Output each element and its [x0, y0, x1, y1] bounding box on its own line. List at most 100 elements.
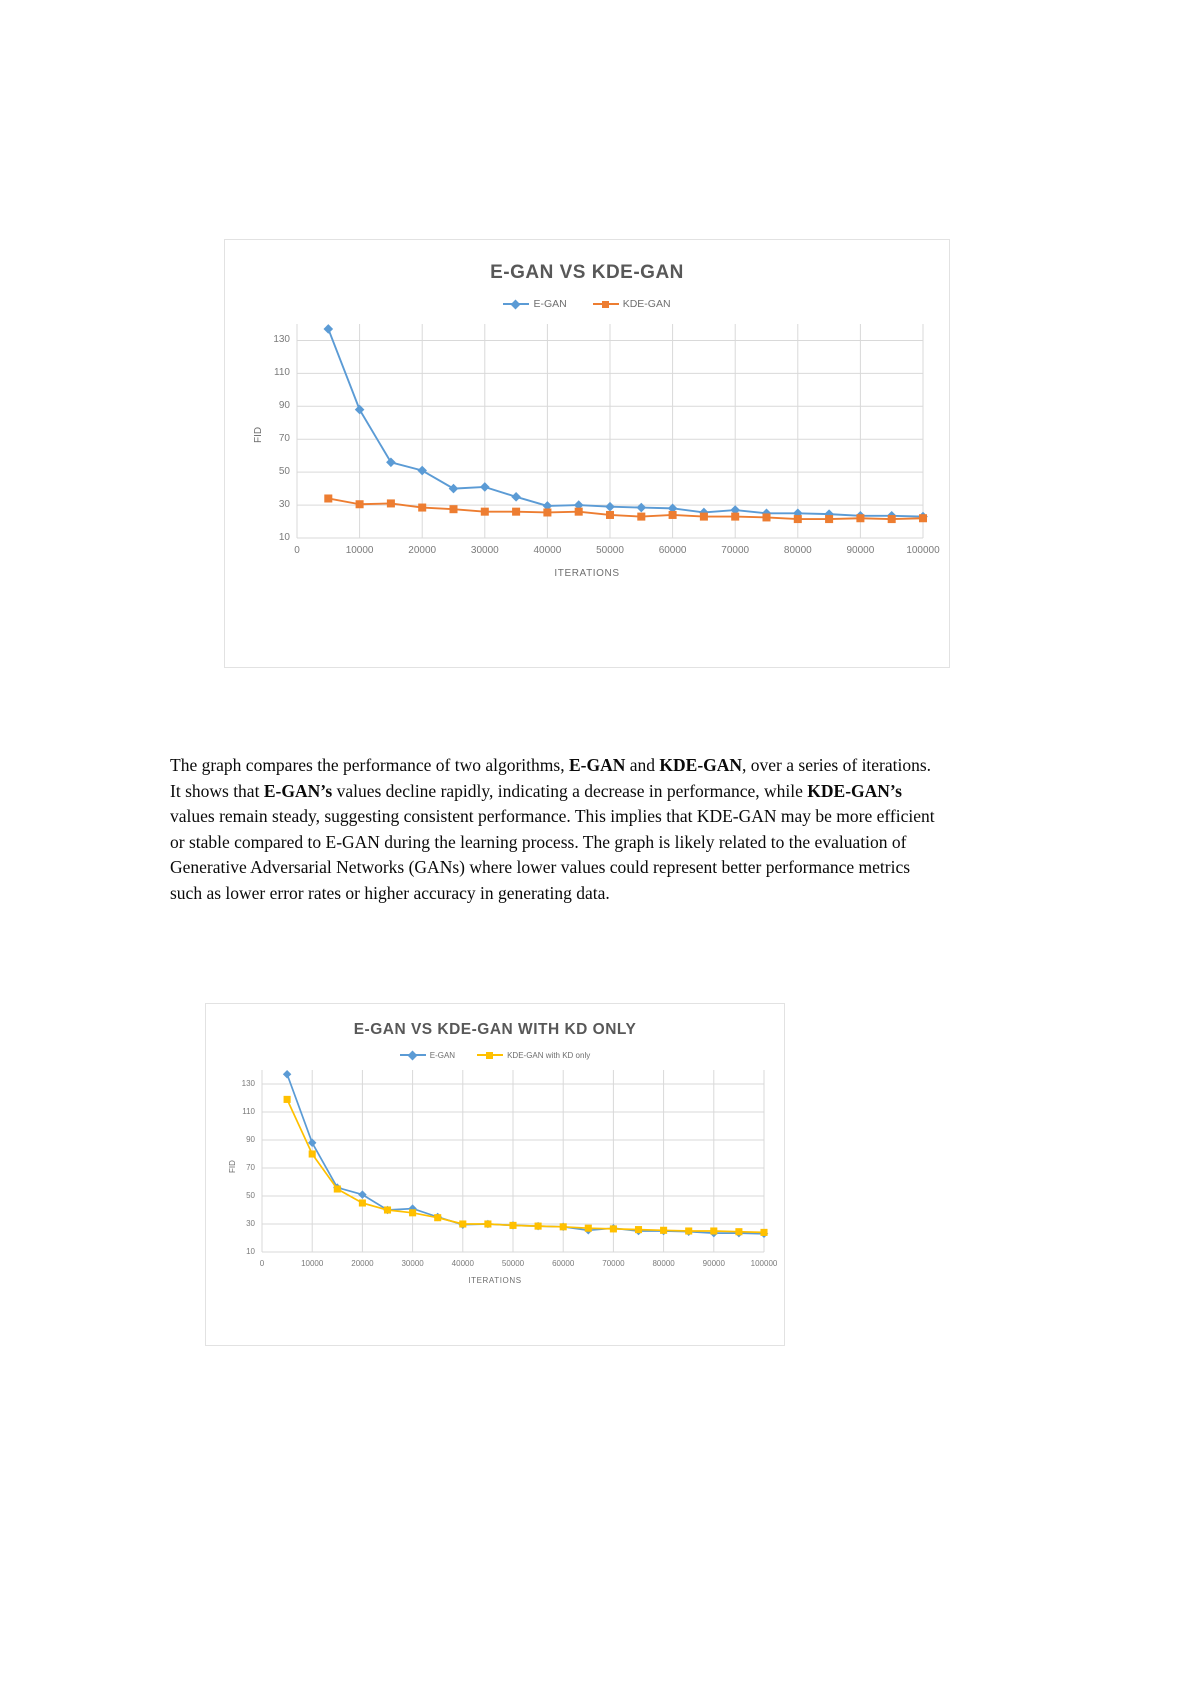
data-point-marker: [509, 1221, 517, 1229]
data-point-marker: [699, 512, 708, 521]
chart-card-egan-vs-kdegan: E-GAN VS KDE-GAN E-GAN KDE-GAN 10 30 50 70 9…: [224, 239, 950, 668]
x-axis-tick-label: 0: [294, 545, 300, 556]
data-point-marker: [283, 1095, 291, 1103]
x-axis-tick-label: 20000: [351, 1259, 374, 1268]
paragraph-text: and: [625, 755, 660, 775]
data-point-marker: [918, 514, 928, 523]
paragraph-text: values remain steady, suggesting consist…: [170, 806, 935, 903]
y-axis-tick-label: 70: [278, 432, 290, 444]
data-point-marker: [512, 507, 521, 516]
x-axis-tick-label: 40000: [451, 1259, 474, 1268]
x-axis-tick-label: 70000: [721, 545, 750, 556]
data-point-marker: [731, 512, 740, 521]
legend-label: E-GAN: [429, 1050, 456, 1060]
y-axis-tick-label: 30: [246, 1218, 255, 1228]
data-point-marker: [574, 507, 583, 516]
data-point-marker: [308, 1150, 316, 1158]
emphasis-text: E-GAN’s: [263, 780, 333, 801]
emphasis-text: KDE-GAN’s: [807, 780, 902, 801]
data-point-marker: [459, 1220, 467, 1228]
x-axis-tick-label: 50000: [596, 545, 624, 556]
x-axis-tick-label: 10000: [301, 1259, 324, 1268]
paragraph-text: values decline rapidly, indicating a dec…: [332, 780, 808, 801]
data-point-marker: [735, 1228, 743, 1236]
data-point-marker: [383, 1206, 392, 1214]
x-axis-tick-label: 50000: [501, 1259, 525, 1268]
x-axis-tick-label: 40000: [533, 545, 562, 556]
data-point-marker: [484, 1220, 492, 1228]
data-point-marker: [333, 1185, 341, 1193]
legend-swatch-line-square-icon: [592, 299, 619, 309]
legend-label: E-GAN: [533, 298, 567, 310]
data-point-marker: [667, 503, 678, 514]
x-axis-tick-label: 90000: [846, 545, 875, 556]
data-point-marker: [636, 502, 647, 513]
y-axis-tick-label: 30: [278, 498, 290, 510]
series-line-kde-gan-with-kd-only: [286, 1098, 765, 1234]
x-axis-tick-label: 80000: [652, 1259, 675, 1268]
paragraph-text: , over a series of iterations. It shows …: [170, 755, 932, 801]
x-axis-tick-label: 60000: [552, 1259, 575, 1268]
data-point-marker: [324, 494, 333, 503]
chart-title: E-GAN VS KDE-GAN WITH KD ONLY: [353, 1021, 637, 1038]
legend-label: KDE-GAN: [622, 298, 671, 310]
y-axis-tick-label: 90: [246, 1134, 255, 1144]
data-point-marker: [825, 515, 834, 524]
y-axis-tick-label: 50: [246, 1190, 255, 1200]
chart-plot-area: 10 30 50 70 90 110 130 0 10000 20000 30000 40000 500…: [206, 1060, 784, 1310]
emphasis-text: E-GAN: [568, 755, 626, 775]
data-point-marker: [409, 1209, 417, 1217]
chart-title: E-GAN VS KDE-GAN: [490, 262, 684, 283]
legend-item-e-gan: E-GAN: [399, 1050, 456, 1061]
data-point-marker: [668, 510, 677, 519]
data-point-marker: [760, 1228, 768, 1236]
data-point-marker: [605, 510, 615, 519]
x-axis-title: ITERATIONS: [554, 568, 620, 579]
legend-swatch-line-diamond-icon: [399, 1050, 426, 1061]
data-point-marker: [448, 483, 459, 494]
data-point-marker: [637, 512, 646, 521]
data-point-marker: [355, 500, 364, 509]
data-point-marker: [762, 513, 771, 522]
series-line-kde-gan: [327, 497, 924, 521]
data-point-marker: [323, 324, 334, 334]
data-point-marker: [609, 1225, 617, 1233]
data-point-marker: [511, 492, 521, 502]
data-point-marker: [584, 1224, 592, 1232]
legend-item-kde-gan-kd-only: KDE-GAN with KD only: [477, 1050, 590, 1060]
x-axis-tick-label: 10000: [345, 545, 374, 556]
y-axis-tick-label: 110: [274, 366, 290, 378]
data-point-marker: [418, 503, 427, 512]
y-axis-tick-label: 10: [278, 531, 290, 543]
x-axis-tick-label: 100000: [906, 545, 940, 556]
chart-svg: [296, 324, 928, 539]
paragraph-text: The graph compares the performance of tw…: [170, 755, 569, 775]
data-point-marker: [449, 505, 458, 514]
data-point-marker: [358, 1190, 367, 1199]
y-axis-tick-label: 130: [273, 334, 290, 345]
x-axis-tick-label: 30000: [470, 545, 499, 556]
data-point-marker: [856, 514, 865, 523]
chart-card-egan-vs-kdegan-kd-only: E-GAN VS KDE-GAN WITH KD ONLY E-GAN KDE-…: [205, 1003, 785, 1346]
data-point-marker: [480, 507, 489, 516]
x-axis-tick-label: 30000: [401, 1259, 424, 1268]
data-point-marker: [354, 404, 365, 415]
x-axis-tick-label: 60000: [658, 545, 687, 556]
legend-swatch-line-square-icon: [477, 1050, 504, 1060]
data-point-marker: [710, 1227, 718, 1235]
data-point-marker: [634, 1226, 643, 1234]
data-point-marker: [386, 499, 395, 508]
x-axis-tick-label: 0: [259, 1259, 265, 1268]
y-axis-tick-label: 90: [278, 399, 290, 411]
data-point-marker: [605, 501, 615, 512]
x-axis-tick-label: 100000: [750, 1259, 778, 1268]
data-point-marker: [307, 1138, 317, 1148]
data-point-marker: [660, 1226, 668, 1234]
emphasis-text: KDE-GAN: [659, 755, 743, 775]
chart-svg: [261, 1069, 769, 1253]
x-axis-tick-label: 80000: [783, 545, 812, 556]
data-point-marker: [534, 1222, 542, 1230]
body-paragraph: The graph compares the performance of tw…: [170, 753, 942, 906]
x-axis-tick-label: 90000: [702, 1259, 725, 1268]
